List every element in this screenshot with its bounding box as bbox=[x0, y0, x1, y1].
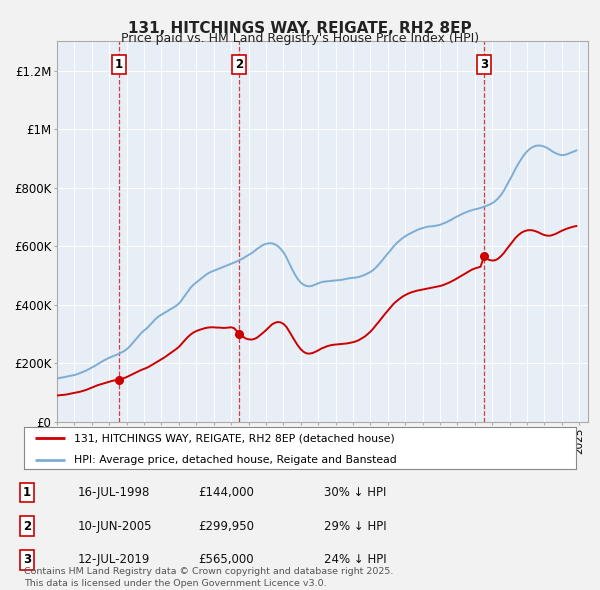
Text: 16-JUL-1998: 16-JUL-1998 bbox=[78, 486, 151, 499]
Text: 2: 2 bbox=[235, 58, 243, 71]
Text: 3: 3 bbox=[480, 58, 488, 71]
Text: £565,000: £565,000 bbox=[198, 553, 254, 566]
Text: 10-JUN-2005: 10-JUN-2005 bbox=[78, 520, 152, 533]
Text: 29% ↓ HPI: 29% ↓ HPI bbox=[324, 520, 386, 533]
Text: 30% ↓ HPI: 30% ↓ HPI bbox=[324, 486, 386, 499]
Text: 131, HITCHINGS WAY, REIGATE, RH2 8EP: 131, HITCHINGS WAY, REIGATE, RH2 8EP bbox=[128, 21, 472, 35]
Text: £144,000: £144,000 bbox=[198, 486, 254, 499]
Text: 1: 1 bbox=[23, 486, 31, 499]
Text: Contains HM Land Registry data © Crown copyright and database right 2025.
This d: Contains HM Land Registry data © Crown c… bbox=[24, 567, 394, 588]
Text: Price paid vs. HM Land Registry's House Price Index (HPI): Price paid vs. HM Land Registry's House … bbox=[121, 32, 479, 45]
Text: £299,950: £299,950 bbox=[198, 520, 254, 533]
Text: 131, HITCHINGS WAY, REIGATE, RH2 8EP (detached house): 131, HITCHINGS WAY, REIGATE, RH2 8EP (de… bbox=[74, 433, 394, 443]
Text: HPI: Average price, detached house, Reigate and Banstead: HPI: Average price, detached house, Reig… bbox=[74, 455, 397, 465]
Text: 12-JUL-2019: 12-JUL-2019 bbox=[78, 553, 151, 566]
Text: 24% ↓ HPI: 24% ↓ HPI bbox=[324, 553, 386, 566]
Text: 1: 1 bbox=[115, 58, 122, 71]
Text: 2: 2 bbox=[23, 520, 31, 533]
Text: 3: 3 bbox=[23, 553, 31, 566]
